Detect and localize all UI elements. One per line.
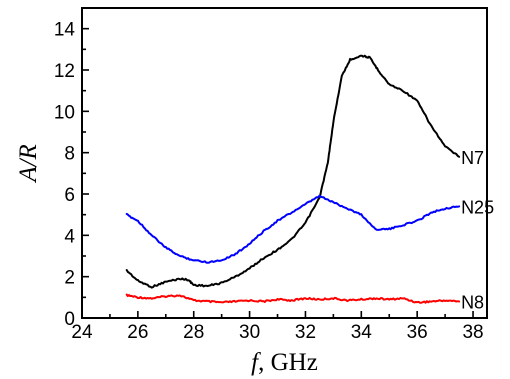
x-tick-label: 38 <box>462 322 483 343</box>
x-tick-label: 24 <box>71 322 93 343</box>
y-tick-label: 0 <box>64 309 75 330</box>
y-tick-label: 12 <box>54 61 75 82</box>
ticks-group <box>81 27 474 319</box>
x-tick-label: 28 <box>183 322 204 343</box>
y-axis-title: A/R <box>15 144 42 184</box>
y-tick-label: 10 <box>54 102 75 123</box>
series-label-n8: N8 <box>461 292 484 312</box>
series-labels-group: N7 N25 N8 <box>461 148 494 313</box>
x-tick-label: 34 <box>351 322 373 343</box>
series-line-n25 <box>125 194 461 264</box>
y-tick-label: 2 <box>64 268 75 289</box>
x-axis-title: f, GHz <box>251 349 318 376</box>
series-label-n7: N7 <box>461 148 484 168</box>
y-tick-label: 4 <box>64 226 75 247</box>
x-tick-label: 32 <box>295 322 316 343</box>
y-tick-label: 6 <box>64 185 75 206</box>
x-tick-label: 36 <box>407 322 428 343</box>
x-axis-unit: , GHz <box>258 349 318 376</box>
x-tick-label: 26 <box>127 322 148 343</box>
y-tick-label: 14 <box>54 20 76 41</box>
y-tick-label: 8 <box>64 144 75 165</box>
plot-frame <box>81 7 488 319</box>
series-group <box>125 54 461 304</box>
series-line-n7 <box>125 54 461 289</box>
series-label-n25: N25 <box>461 197 494 217</box>
x-tick-label: 30 <box>239 322 260 343</box>
x-axis-variable: f <box>251 349 261 376</box>
series-line-n8 <box>125 293 461 304</box>
